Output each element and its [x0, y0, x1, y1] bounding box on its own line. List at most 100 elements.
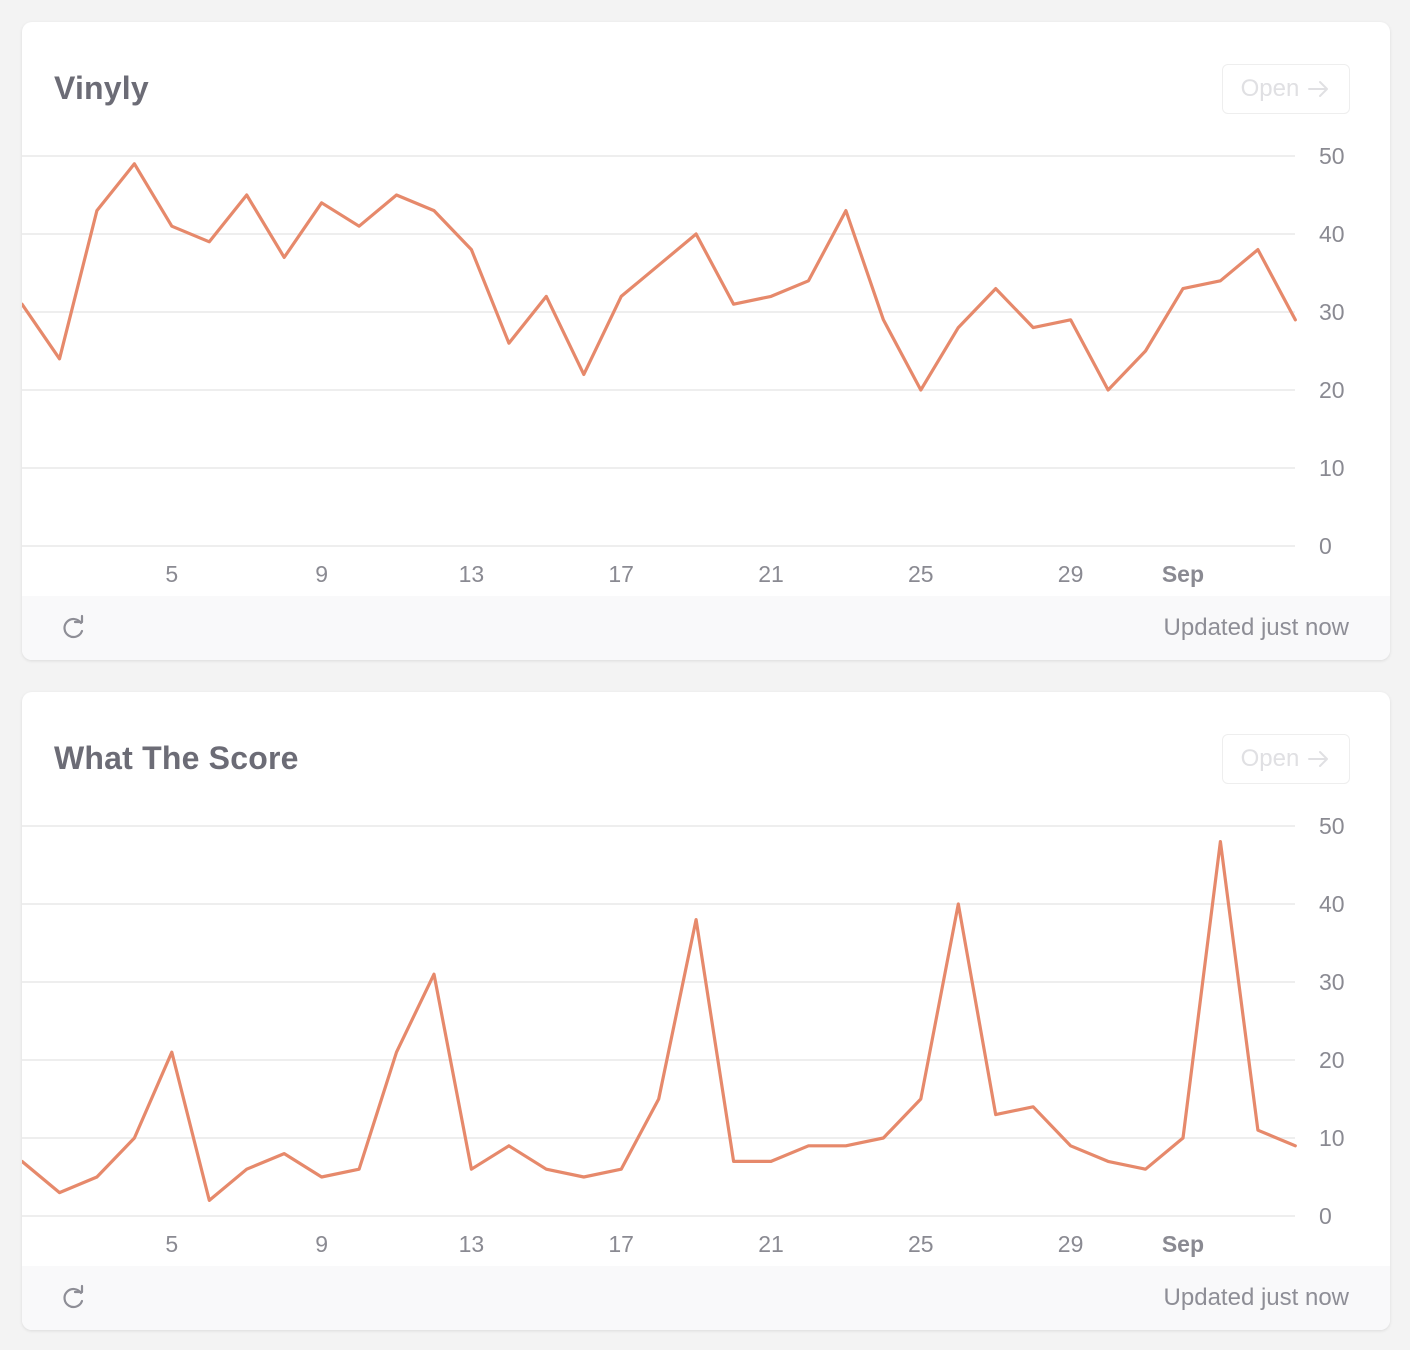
data-point: [881, 1136, 885, 1140]
x-tick-label: Sep: [1162, 1231, 1204, 1257]
data-point: [1256, 248, 1260, 252]
data-point: [806, 1144, 810, 1148]
data-point: [1256, 1128, 1260, 1132]
line-chart: 0 10 20 30 40 50 5 9 13 17 21 25 29 Sep: [22, 143, 1345, 587]
data-point: [769, 1159, 773, 1163]
data-point: [1181, 1136, 1185, 1140]
updated-status: Updated just now: [1163, 1284, 1349, 1311]
data-point: [432, 972, 436, 976]
data-point: [469, 1167, 473, 1171]
x-tick-label: 25: [908, 1231, 934, 1257]
data-point: [357, 1167, 361, 1171]
data-point: [956, 902, 960, 906]
y-tick-label: 50: [1319, 813, 1345, 839]
data-point: [282, 1152, 286, 1156]
card-vinyly: Vinyly Open 0 10 20 30 40 50 5 9 13 17 21 25 29 Sep U…: [22, 22, 1390, 660]
y-tick-label: 30: [1319, 299, 1345, 325]
data-point: [619, 1167, 623, 1171]
data-point: [1293, 318, 1297, 322]
data-point: [1106, 1159, 1110, 1163]
y-tick-label: 20: [1319, 1047, 1345, 1073]
series-line: [22, 162, 1297, 392]
open-button[interactable]: Open: [1222, 734, 1350, 784]
updated-status: Updated just now: [1163, 614, 1349, 641]
y-tick-label: 20: [1319, 377, 1345, 403]
data-point: [507, 341, 511, 345]
data-point: [732, 1159, 736, 1163]
data-point: [544, 1167, 548, 1171]
card-what-the-score: What The Score Open 0 10 20 30 40 50 5 9 13 17 21 2…: [22, 692, 1390, 1330]
data-point: [207, 1198, 211, 1202]
data-point: [657, 1097, 661, 1101]
x-tick-label: 5: [165, 561, 178, 587]
data-point: [694, 918, 698, 922]
x-tick-label: 5: [165, 1231, 178, 1257]
x-tick-label: 17: [608, 561, 634, 587]
x-tick-label: 9: [315, 561, 328, 587]
data-point: [282, 255, 286, 259]
card-footer: Updated just now: [22, 596, 1390, 660]
x-tick-label: 9: [315, 1231, 328, 1257]
data-point: [1181, 287, 1185, 291]
arrow-right-icon: [1308, 81, 1329, 97]
data-point: [1218, 279, 1222, 283]
data-point: [57, 1191, 61, 1195]
y-tick-label: 10: [1319, 1125, 1345, 1151]
data-point: [806, 279, 810, 283]
x-tick-label: 29: [1058, 561, 1084, 587]
y-tick-label: 10: [1319, 455, 1345, 481]
data-point: [1218, 840, 1222, 844]
data-point: [919, 1097, 923, 1101]
y-tick-label: 30: [1319, 969, 1345, 995]
data-point: [769, 294, 773, 298]
card-title: What The Score: [54, 740, 299, 776]
data-point: [395, 193, 399, 197]
data-point: [582, 1175, 586, 1179]
data-point: [132, 162, 136, 166]
data-point: [132, 1136, 136, 1140]
data-point: [694, 232, 698, 236]
card-footer: Updated just now: [22, 1266, 1390, 1330]
data-point: [544, 294, 548, 298]
y-tick-label: 0: [1319, 533, 1332, 559]
data-point: [1106, 388, 1110, 392]
open-button-label: Open: [1240, 745, 1300, 772]
x-tick-label: 29: [1058, 1231, 1084, 1257]
y-tick-label: 40: [1319, 221, 1345, 247]
data-point: [919, 388, 923, 392]
data-point: [1031, 1105, 1035, 1109]
data-point: [844, 209, 848, 213]
refresh-icon[interactable]: [60, 1284, 88, 1312]
y-tick-label: 40: [1319, 891, 1345, 917]
data-point: [170, 224, 174, 228]
data-point: [619, 294, 623, 298]
data-point: [994, 1113, 998, 1117]
data-point: [1144, 1167, 1148, 1171]
x-tick-label: 13: [459, 561, 485, 587]
data-point: [1144, 349, 1148, 353]
open-button[interactable]: Open: [1222, 64, 1350, 114]
data-point: [357, 224, 361, 228]
data-point: [1069, 318, 1073, 322]
data-point: [170, 1050, 174, 1054]
open-button-label: Open: [1240, 75, 1300, 102]
data-point: [994, 287, 998, 291]
data-point: [95, 1175, 99, 1179]
data-point: [395, 1050, 399, 1054]
x-tick-label: 17: [608, 1231, 634, 1257]
data-point: [432, 209, 436, 213]
data-point: [881, 318, 885, 322]
refresh-icon[interactable]: [60, 614, 88, 642]
series-line: [22, 840, 1297, 1202]
data-point: [657, 263, 661, 267]
data-point: [844, 1144, 848, 1148]
data-point: [57, 357, 61, 361]
data-point: [320, 1175, 324, 1179]
data-point: [469, 248, 473, 252]
y-tick-label: 50: [1319, 143, 1345, 169]
data-point: [1293, 1144, 1297, 1148]
x-tick-label: 25: [908, 561, 934, 587]
x-tick-label: 21: [758, 1231, 784, 1257]
data-point: [582, 372, 586, 376]
data-point: [320, 201, 324, 205]
